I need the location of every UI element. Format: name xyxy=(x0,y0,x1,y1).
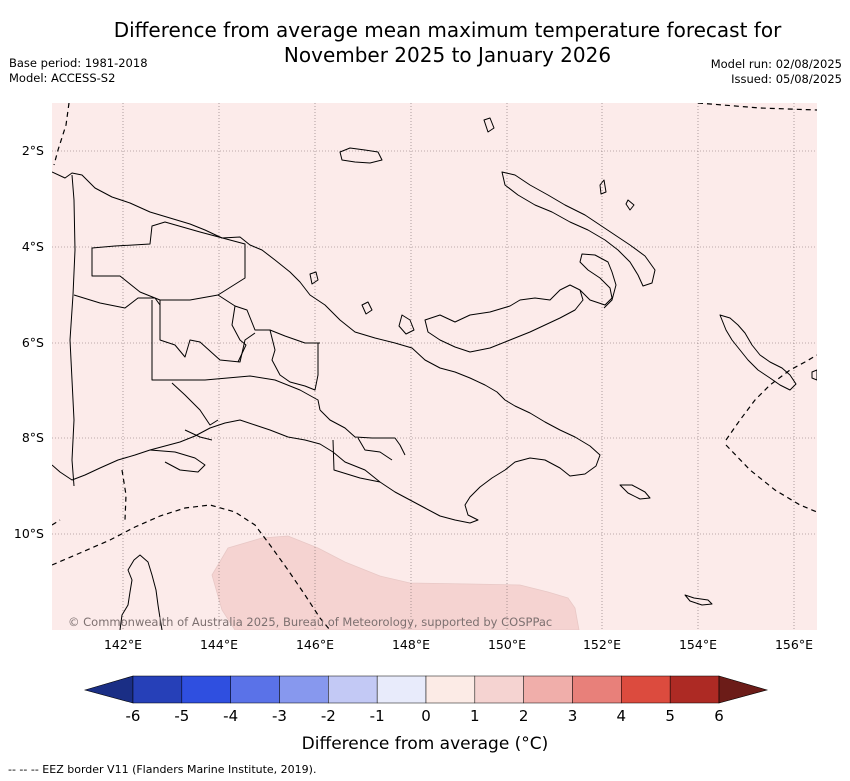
colorbar-tick-label: 4 xyxy=(617,707,627,725)
lon-label: 144°E xyxy=(200,637,238,652)
latitude-labels: 2°S 4°S 6°S 8°S 10°S xyxy=(14,143,44,541)
colorbar-tick-label: 2 xyxy=(519,707,529,725)
lon-label: 154°E xyxy=(679,637,717,652)
map-title: Difference from average mean maximum tem… xyxy=(50,18,845,68)
lon-label: 148°E xyxy=(392,637,430,652)
colorbar-tick-label: 5 xyxy=(665,707,675,725)
colorbar-tick-label: -6 xyxy=(126,707,141,725)
colorbar-segment xyxy=(572,675,622,704)
colorbar-high-extension xyxy=(718,675,769,704)
colorbar-segment xyxy=(132,675,183,704)
colorbar-tick-label: 1 xyxy=(470,707,480,725)
colorbar-segment xyxy=(230,675,280,704)
colorbar-tick-labels: -6 -5 -4 -3 -2 -1 0 1 2 3 4 5 6 xyxy=(126,707,724,725)
anomaly-patch xyxy=(211,535,580,630)
lat-label: 4°S xyxy=(22,239,44,254)
model-name: Model: ACCESS-S2 xyxy=(9,71,116,85)
lat-label: 2°S xyxy=(22,143,44,158)
coastlines xyxy=(52,117,817,630)
title-line-1: Difference from average mean maximum tem… xyxy=(113,18,782,42)
lat-label: 10°S xyxy=(14,526,44,541)
longitude-labels: 142°E 144°E 146°E 148°E 150°E 152°E 154°… xyxy=(104,637,813,652)
colorbar-tick-label: -2 xyxy=(321,707,336,725)
issued-date: Issued: 05/08/2025 xyxy=(731,72,842,86)
lat-label: 8°S xyxy=(22,430,44,445)
colorbar-segment xyxy=(669,675,720,704)
colorbar-low-extension xyxy=(83,675,134,704)
colorbar: -6 -5 -4 -3 -2 -1 0 1 2 3 4 5 6 xyxy=(83,675,769,725)
colorbar-tick-label: 3 xyxy=(568,707,578,725)
lon-label: 156°E xyxy=(775,637,813,652)
lon-label: 146°E xyxy=(296,637,334,652)
graticule xyxy=(52,103,817,630)
meta-left: Base period: 1981-2018 Model: ACCESS-S2 xyxy=(9,56,148,86)
colorbar-segment xyxy=(621,675,671,704)
colorbar-tick-label: -5 xyxy=(174,707,189,725)
lon-label: 152°E xyxy=(583,637,621,652)
colorbar-segment xyxy=(181,675,231,704)
colorbar-tick-label: 0 xyxy=(421,707,431,725)
colorbar-segment xyxy=(474,675,524,704)
colorbar-segments xyxy=(132,675,720,704)
colorbar-tick-label: 6 xyxy=(714,707,724,725)
colorbar-tick-label: -1 xyxy=(370,707,385,725)
model-run: Model run: 02/08/2025 xyxy=(710,57,842,71)
eez-borders xyxy=(52,103,817,630)
title-line-2: November 2025 to January 2026 xyxy=(283,43,612,67)
anomaly-fill xyxy=(52,103,817,630)
colorbar-tick-label: -3 xyxy=(272,707,287,725)
colorbar-label: Difference from average (°C) xyxy=(302,734,549,754)
colorbar-segment xyxy=(279,675,329,704)
eez-footnote: -- -- -- EEZ border V11 (Flanders Marine… xyxy=(8,763,317,776)
lon-label: 150°E xyxy=(488,637,526,652)
colorbar-segment xyxy=(523,675,573,704)
colorbar-segment xyxy=(328,675,378,704)
colorbar-segment xyxy=(376,675,427,704)
copyright-note: © Commonwealth of Australia 2025, Bureau… xyxy=(68,615,552,629)
colorbar-tick-label: -4 xyxy=(223,707,238,725)
meta-right: Model run: 02/08/2025 Issued: 05/08/2025 xyxy=(711,57,842,87)
colorbar-segment xyxy=(425,675,476,704)
lon-label: 142°E xyxy=(104,637,142,652)
base-period: Base period: 1981-2018 xyxy=(9,56,148,70)
lat-label: 6°S xyxy=(22,335,44,350)
